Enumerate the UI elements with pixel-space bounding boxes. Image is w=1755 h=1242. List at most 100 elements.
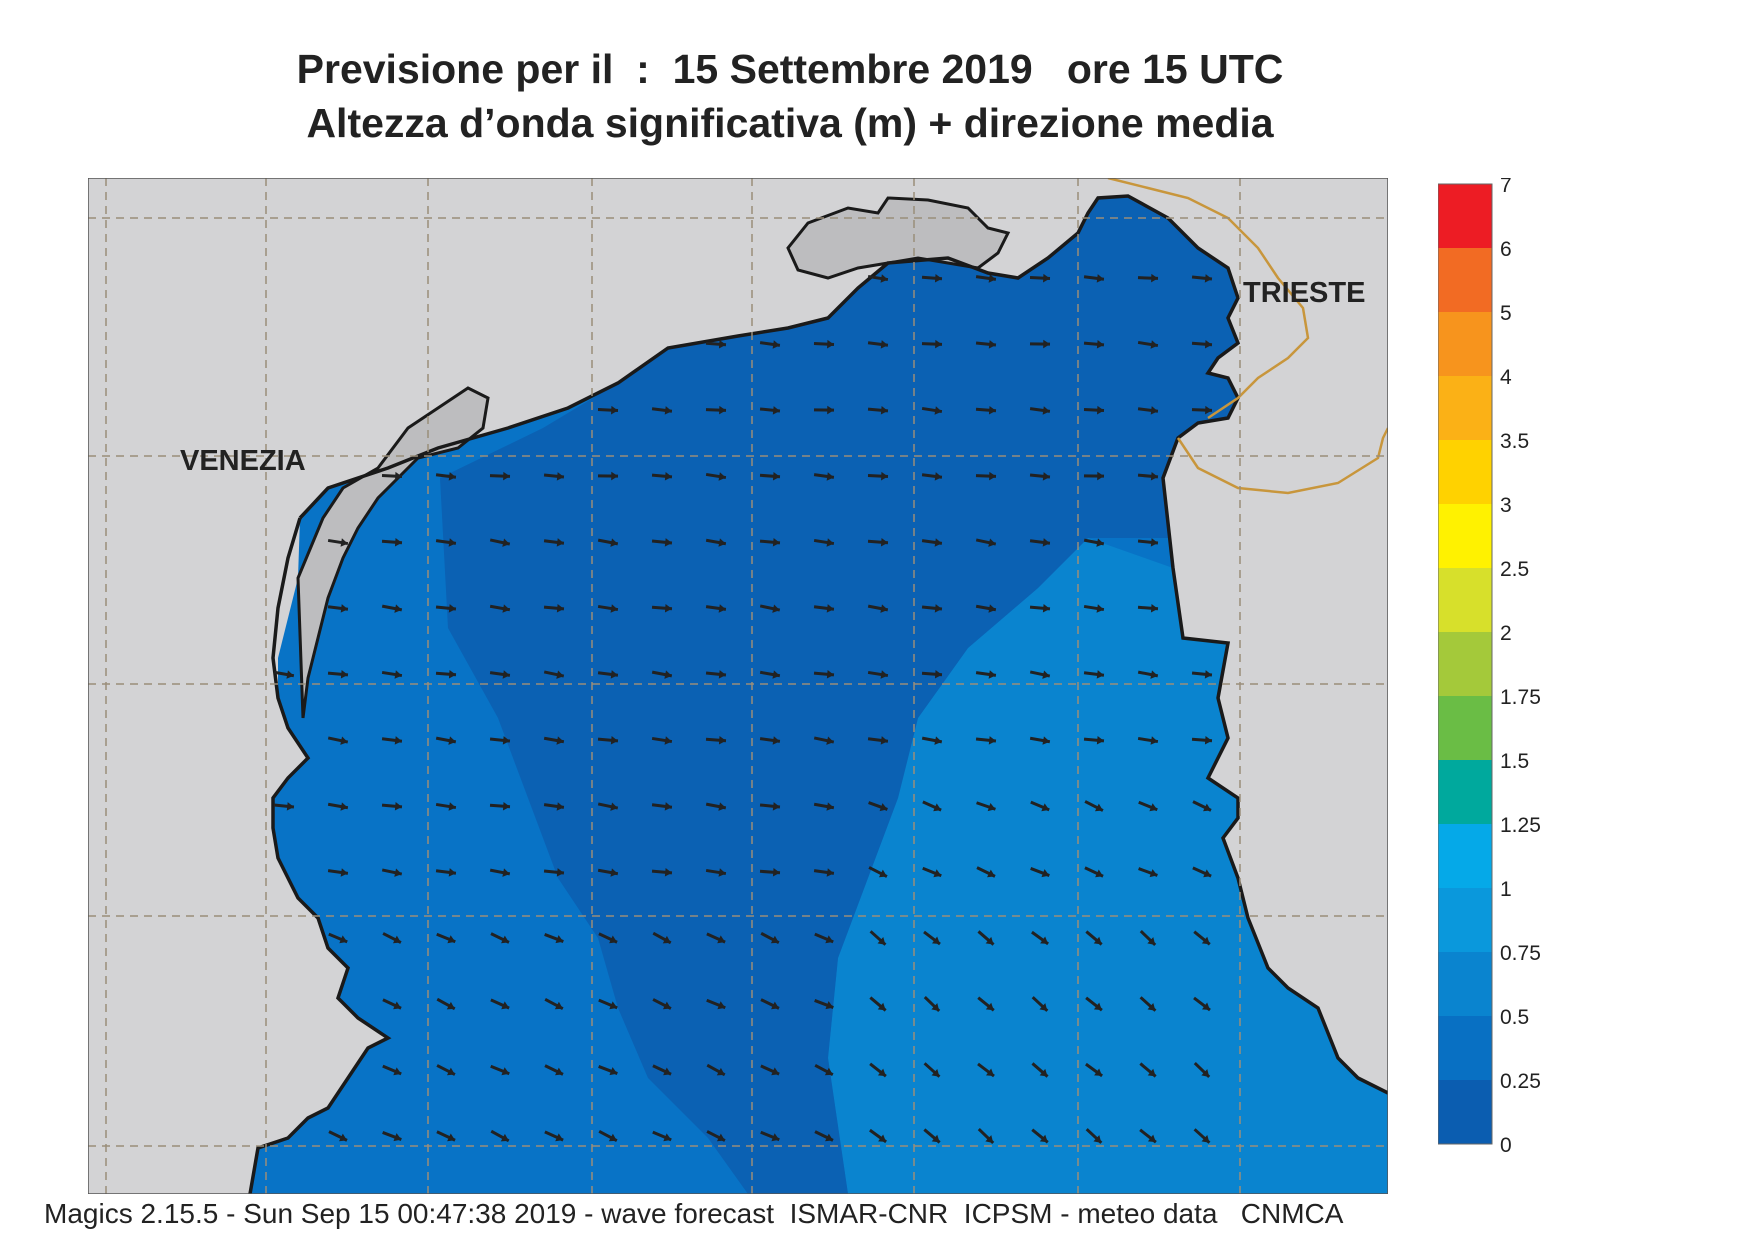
wave-direction-arrowhead	[392, 935, 401, 944]
wave-direction-arrowhead	[717, 935, 726, 944]
wave-direction-arrowhead	[931, 1134, 940, 1143]
wave-direction-arrowhead	[446, 1067, 455, 1076]
wave-direction-arrowhead	[501, 1001, 510, 1010]
wave-direction-arrowhead	[340, 670, 348, 679]
wave-direction-arrowhead	[1205, 405, 1212, 415]
wave-direction-arrowhead	[826, 868, 834, 877]
wave-direction-arrowhead	[1039, 1003, 1048, 1011]
wave-direction-arrowhead	[771, 1067, 780, 1076]
colorbar-tick-label: 6	[1500, 238, 1512, 261]
wave-direction-arrowhead	[931, 1003, 940, 1011]
wave-direction-arrowhead	[340, 604, 348, 613]
wave-direction-arrowhead	[1096, 340, 1104, 349]
wave-direction-arrowhead	[934, 406, 942, 415]
wave-direction-arrowhead	[556, 604, 564, 613]
wave-direction-arrowhead	[1094, 803, 1103, 812]
colorbar-tick-label: 0.5	[1500, 1006, 1529, 1029]
colorbar-cell	[1438, 376, 1492, 440]
wave-direction-arrowhead	[664, 802, 672, 811]
wave-direction-arrowhead	[501, 1067, 510, 1076]
wave-direction-arrowhead	[556, 868, 564, 877]
wave-direction-arrowhead	[989, 471, 996, 481]
wave-direction-arrowhead	[1151, 273, 1158, 283]
wave-direction-arrowhead	[446, 1001, 455, 1010]
wave-direction-arrowhead	[826, 670, 834, 679]
wave-direction-arrowhead	[1201, 936, 1210, 945]
wave-direction-arrowhead	[878, 1134, 887, 1142]
wave-direction-arrowhead	[448, 472, 456, 481]
wave-direction-arrowhead	[826, 736, 834, 745]
wave-direction-arrowhead	[772, 340, 780, 349]
wave-direction-arrowhead	[1204, 735, 1212, 745]
wave-direction-arrowhead	[1093, 1135, 1102, 1143]
wave-direction-arrowhead	[986, 1068, 994, 1077]
wave-direction-arrowhead	[934, 736, 942, 745]
wave-direction-arrowhead	[827, 339, 834, 349]
wave-direction-arrowhead	[934, 273, 942, 283]
wave-direction-arrowhead	[934, 472, 942, 481]
wave-direction-arrowhead	[1039, 1068, 1048, 1077]
wave-direction-arrowhead	[987, 869, 995, 878]
wave-direction-arrowhead	[716, 1133, 725, 1142]
colorbar-cell	[1438, 312, 1492, 376]
wave-direction-arrowhead	[1042, 538, 1050, 547]
colorbar-legend: 0 0.25 0.5 0.75 1 1.25 1.5 1.75 2 2.5 3 3.5 4 5 6 7	[1438, 178, 1541, 1157]
wave-direction-arrowhead	[1043, 339, 1050, 349]
colorbar-tick-label: 4	[1500, 366, 1512, 389]
wave-direction-arrowhead	[934, 604, 942, 613]
wave-direction-arrowhead	[394, 736, 402, 745]
wave-direction-arrowhead	[772, 802, 780, 811]
wave-direction-arrowhead	[394, 670, 402, 679]
wave-direction-arrowhead	[502, 538, 510, 547]
wave-direction-arrowhead	[1147, 937, 1156, 945]
wave-direction-arrowhead	[1095, 869, 1104, 878]
colorbar-tick-label: 1.25	[1500, 814, 1541, 837]
colorbar-tick-label: 1	[1500, 878, 1512, 901]
wave-direction-arrowhead	[933, 803, 942, 812]
wave-direction-arrowhead	[880, 406, 888, 415]
colorbar-cell	[1438, 1016, 1492, 1080]
colorbar-tick-label: 7	[1500, 178, 1512, 197]
wave-direction-arrowhead	[1096, 274, 1104, 283]
wave-direction-arrowhead	[1201, 1134, 1210, 1143]
wave-direction-arrowhead	[1147, 1002, 1156, 1011]
wave-direction-arrowhead	[394, 604, 402, 613]
colorbar-cell	[1438, 824, 1492, 888]
wave-map: VENEZIA TRIESTE	[88, 178, 1388, 1194]
wave-direction-arrowhead	[1042, 736, 1050, 745]
colorbar-tick-label: 0	[1500, 1134, 1512, 1157]
wave-direction-arrowhead	[825, 935, 834, 944]
wave-direction-arrowhead	[556, 802, 564, 811]
wave-direction-arrowhead	[1202, 1002, 1210, 1011]
wave-direction-arrowhead	[610, 802, 618, 811]
wave-direction-arrowhead	[500, 1133, 509, 1142]
wave-direction-arrowhead	[1203, 803, 1211, 812]
wave-direction-arrowhead	[447, 1133, 456, 1142]
wave-direction-arrowhead	[664, 603, 672, 613]
wave-direction-arrowhead	[610, 736, 618, 745]
wave-direction-arrowhead	[1042, 604, 1050, 613]
wave-direction-arrowhead	[448, 802, 456, 811]
colorbar-cell	[1438, 952, 1492, 1016]
colorbar-tick-label: 3.5	[1500, 430, 1529, 453]
wave-direction-arrowhead	[395, 471, 402, 481]
wave-direction-arrowhead	[286, 802, 294, 811]
wave-direction-arrowhead	[772, 604, 780, 613]
wave-direction-arrowhead	[825, 1001, 834, 1010]
wave-direction-arrowhead	[1149, 803, 1158, 812]
wave-direction-arrowhead	[1147, 1134, 1156, 1143]
wave-direction-arrowhead	[770, 935, 779, 944]
wave-direction-arrowhead	[1150, 472, 1158, 481]
wave-direction-arrowhead	[988, 736, 996, 745]
wave-direction-arrowhead	[1203, 869, 1212, 878]
wave-direction-arrowhead	[340, 802, 348, 811]
wave-direction-arrowhead	[878, 869, 887, 878]
wave-direction-arrowhead	[502, 801, 510, 811]
colorbar-cell	[1438, 888, 1492, 952]
wave-direction-arrowhead	[340, 736, 348, 745]
colorbar-tick-label: 2.5	[1500, 558, 1529, 581]
wave-direction-arrowhead	[877, 936, 886, 945]
graticule	[88, 178, 1388, 1194]
wave-direction-arrowhead	[826, 538, 834, 547]
wave-direction-arrowhead	[988, 604, 996, 613]
